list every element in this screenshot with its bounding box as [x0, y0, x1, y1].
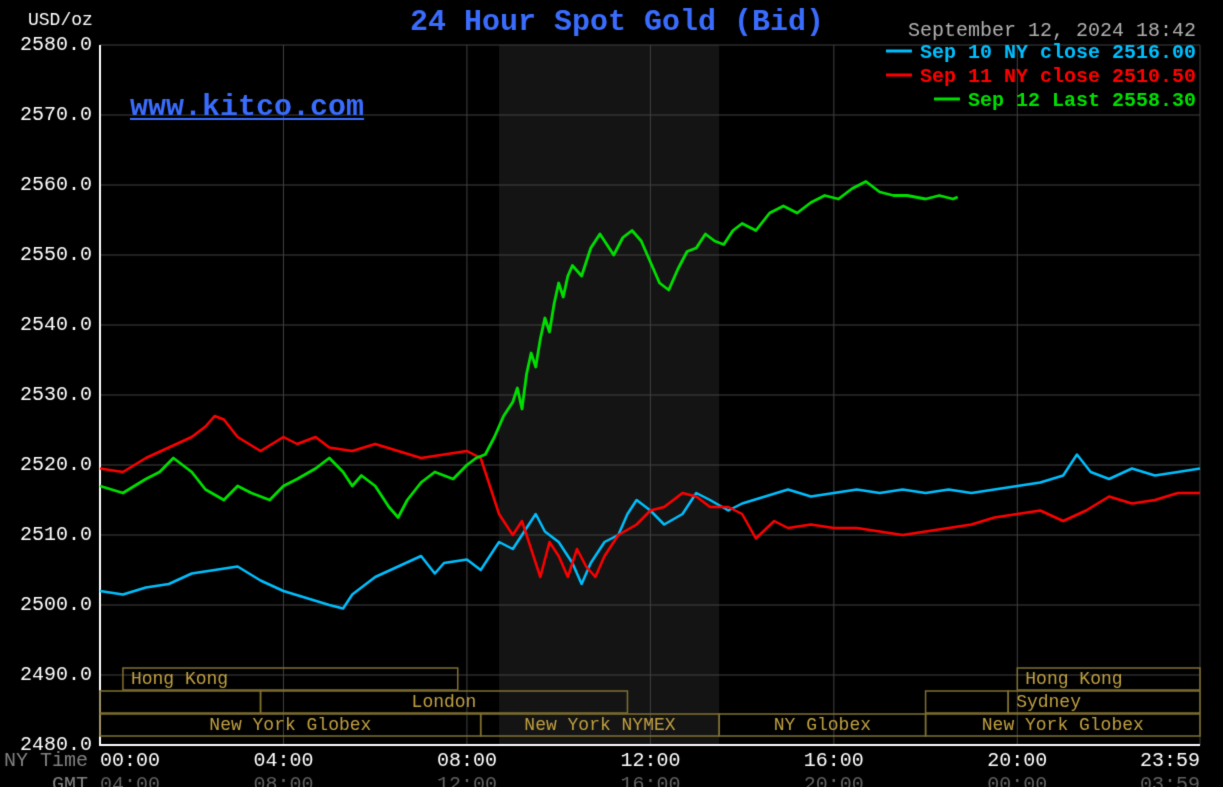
spot-gold-chart — [0, 0, 1223, 787]
